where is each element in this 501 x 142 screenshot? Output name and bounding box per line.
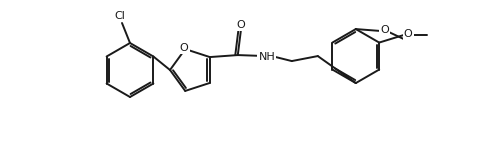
Text: Cl: Cl	[114, 11, 125, 21]
Text: O: O	[236, 20, 244, 30]
Text: O: O	[380, 25, 388, 35]
Text: NH: NH	[258, 52, 275, 62]
Text: O: O	[403, 29, 412, 39]
Text: O: O	[179, 43, 188, 53]
